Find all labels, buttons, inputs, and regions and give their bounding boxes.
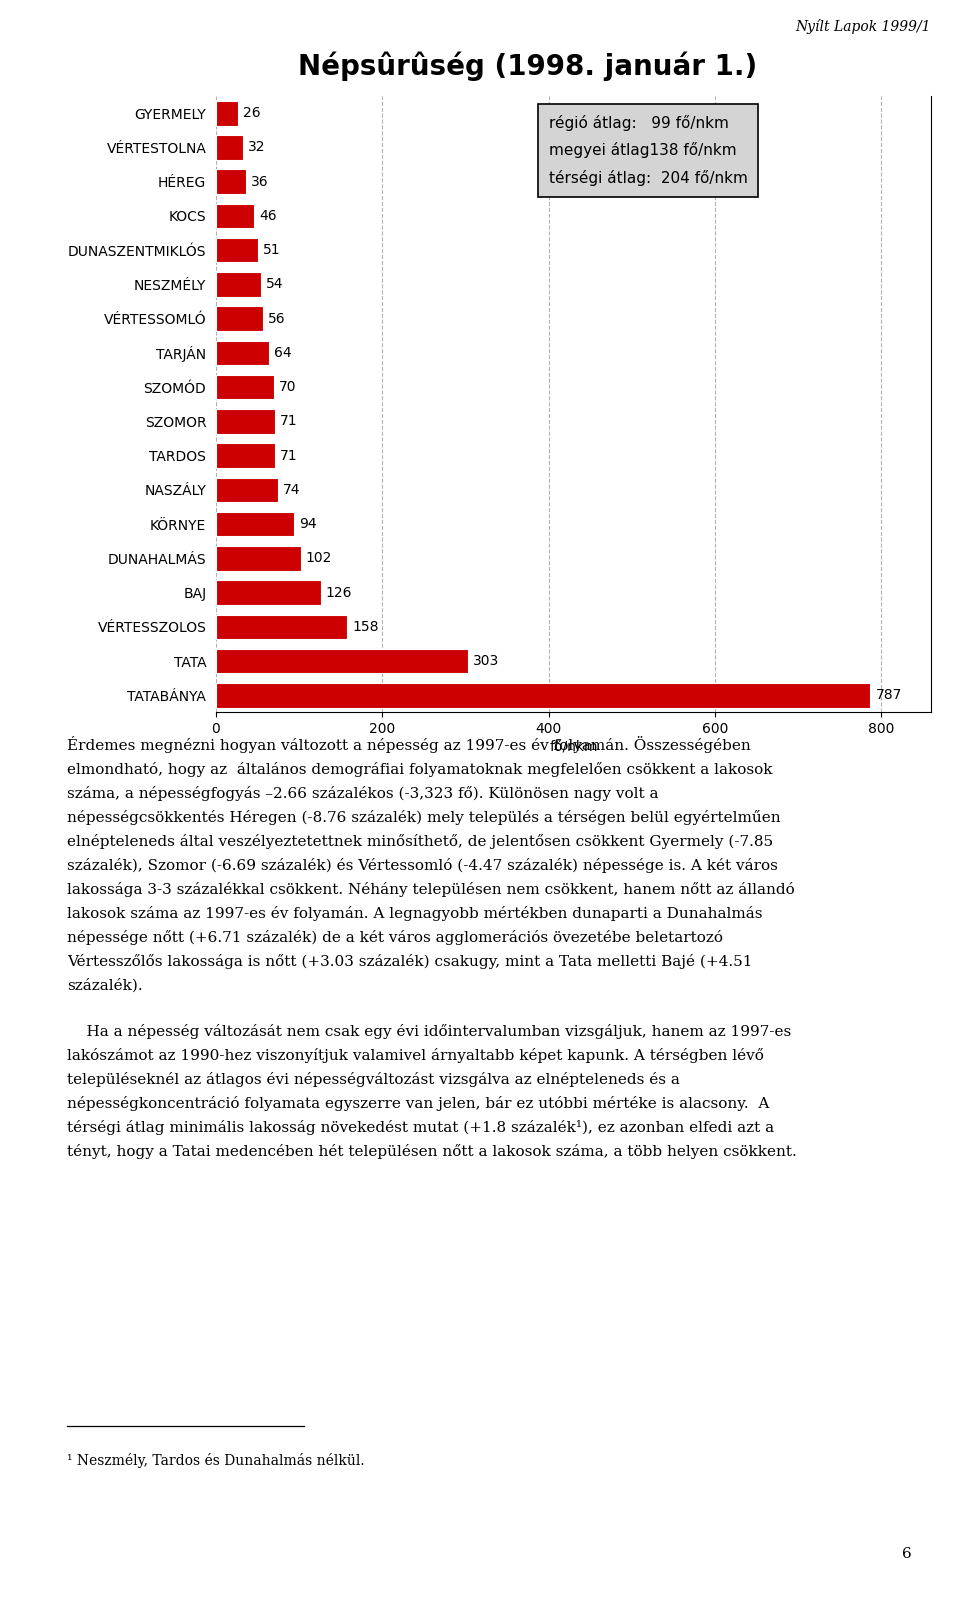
- Bar: [216, 615, 348, 639]
- Text: 64: 64: [275, 346, 292, 360]
- Text: 54: 54: [266, 277, 283, 291]
- Text: 158: 158: [352, 620, 379, 634]
- Text: 71: 71: [280, 415, 298, 429]
- Bar: [216, 101, 238, 125]
- Text: 51: 51: [263, 243, 281, 258]
- Bar: [216, 648, 468, 674]
- Text: 36: 36: [251, 175, 269, 189]
- Text: 70: 70: [279, 379, 297, 394]
- Bar: [216, 239, 258, 263]
- Text: régió átlag:   99 fő/nkm
megyei átlag138 fő/nkm
térségi átlag:  204 fő/nkm: régió átlag: 99 fő/nkm megyei átlag138 f…: [548, 115, 748, 186]
- Text: Nyílt Lapok 1999/1: Nyílt Lapok 1999/1: [796, 19, 931, 34]
- Text: 94: 94: [300, 517, 317, 532]
- Text: 32: 32: [248, 141, 265, 154]
- Text: 126: 126: [325, 586, 352, 600]
- Text: 102: 102: [306, 551, 332, 565]
- Bar: [216, 272, 261, 296]
- Text: ¹ Neszmély, Tardos és Dunahalmás nélkül.: ¹ Neszmély, Tardos és Dunahalmás nélkül.: [67, 1454, 365, 1468]
- Text: 303: 303: [473, 655, 499, 668]
- Text: 46: 46: [259, 208, 276, 223]
- Bar: [216, 375, 275, 400]
- Bar: [216, 546, 300, 570]
- Text: Érdemes megnézni hogyan változott a népesség az 1997-es év folyamán. Összességéb: Érdemes megnézni hogyan változott a népe…: [67, 736, 797, 1159]
- Bar: [216, 443, 276, 467]
- Text: 74: 74: [282, 484, 300, 496]
- Text: 71: 71: [280, 448, 298, 463]
- Text: 787: 787: [876, 688, 901, 703]
- Bar: [216, 134, 243, 160]
- Bar: [216, 203, 254, 229]
- Bar: [216, 684, 871, 708]
- Bar: [216, 408, 276, 434]
- Bar: [216, 341, 269, 365]
- Bar: [216, 170, 246, 194]
- Bar: [216, 512, 294, 536]
- Text: 26: 26: [243, 106, 260, 120]
- Bar: [216, 477, 277, 503]
- X-axis label: fő/nkm: fő/nkm: [549, 740, 598, 754]
- Text: Népsûrûség (1998. január 1.): Népsûrûség (1998. január 1.): [299, 51, 757, 80]
- Bar: [216, 306, 263, 331]
- Text: 6: 6: [902, 1547, 912, 1561]
- Bar: [216, 580, 321, 605]
- Text: 56: 56: [268, 312, 285, 325]
